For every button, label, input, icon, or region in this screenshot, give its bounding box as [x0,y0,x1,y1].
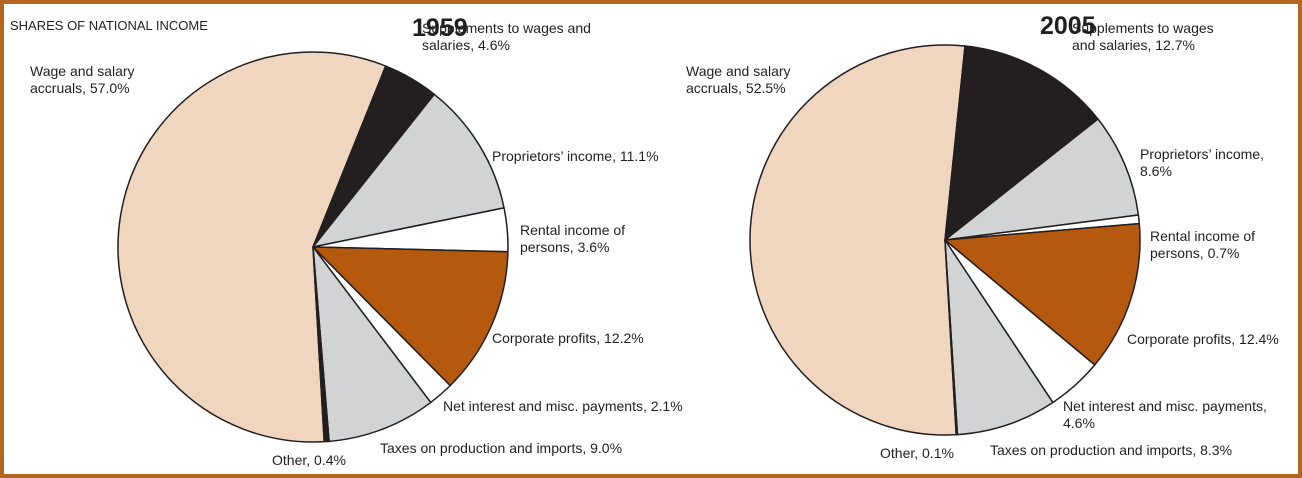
pie-slice [944,239,959,436]
pie-slice [312,246,432,443]
pie-slice [312,246,330,443]
slice-label: Net interest and misc. payments, 4.6% [1063,398,1267,431]
slice-label: Rental income of persons, 0.7% [1150,228,1256,261]
slice-label: Wage and salary accruals, 52.5% [686,63,791,96]
chart-title: 1959 [412,14,468,42]
pie-slice [312,93,505,248]
pie-slice [749,44,966,436]
pie-slice [312,246,509,387]
pie-slice [944,45,1099,241]
chart-title: 2005 [1040,12,1096,40]
slice-label: Rental income of persons, 3.6% [520,222,626,255]
slice-label: Other, 0.1% [880,445,954,461]
slice-label: Wage and salary accruals, 57.0% [30,63,135,96]
slice-label: Taxes on production and imports, 8.3% [990,442,1233,458]
slice-label: Proprietors’ income, 8.6% [1140,146,1264,179]
slice-label: Supplements to wages and salaries, 4.6% [422,20,591,53]
slice-label: Corporate profits, 12.2% [492,330,644,346]
slice-label: Supplements to wages and salaries, 12.7% [1072,20,1214,53]
slice-label: Proprietors’ income, 11.1% [492,148,659,164]
pies [117,44,1141,443]
pie-slice [117,51,387,443]
slice-label: Corporate profits, 12.4% [1127,331,1279,347]
page-title: SHARES OF NATIONAL INCOME [10,18,208,33]
pie-slice [944,239,1054,436]
slice-label: Other, 0.4% [272,452,346,468]
pie-slice [944,222,1141,366]
pie-slice [944,118,1140,241]
slice-label: Net interest and misc. payments, 2.1% [443,398,683,414]
slice-label: Taxes on production and imports, 9.0% [380,440,623,456]
